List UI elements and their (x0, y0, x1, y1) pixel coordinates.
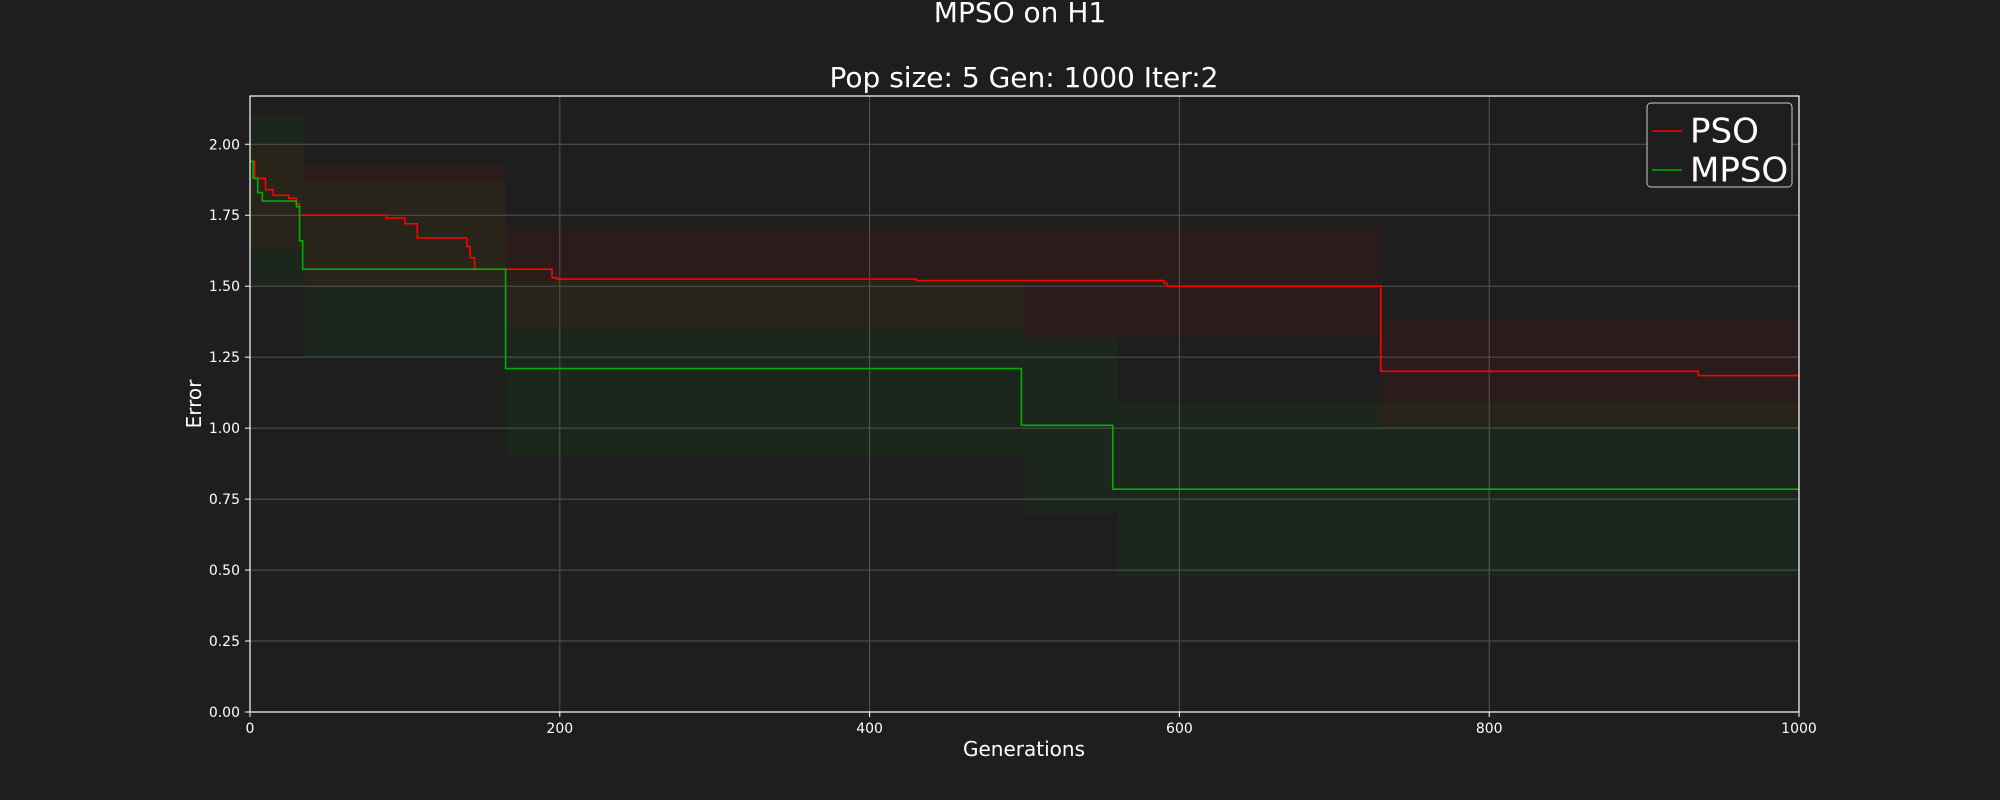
x-tick-label: 400 (856, 721, 883, 737)
band-pso (250, 144, 305, 250)
x-axis-label: Generations (963, 737, 1085, 761)
x-tick-label: 600 (1166, 721, 1193, 737)
band-pso (304, 164, 506, 287)
legend: PSO MPSO (1646, 102, 1793, 191)
y-tick-label: 2.00 (209, 137, 240, 153)
y-axis-ticks: 0.00 0.25 0.50 0.75 1.00 1.25 1.50 1.75 2.00 (209, 137, 250, 721)
y-tick-label: 1.75 (209, 208, 240, 224)
y-tick-label: 1.50 (209, 279, 240, 295)
y-tick-label: 0.25 (209, 634, 240, 650)
x-tick-label: 200 (546, 721, 573, 737)
y-tick-label: 1.25 (209, 350, 240, 366)
confidence-bands (250, 115, 1799, 576)
legend-label-mpso: MPSO (1690, 151, 1788, 191)
series-line-pso (250, 160, 1799, 377)
band-pso (1380, 320, 1799, 429)
chart-title: MPSO on H1 (934, 0, 1106, 29)
band-pso (1024, 229, 1381, 338)
legend-label-pso: PSO (1690, 112, 1759, 152)
chart-subtitle: Pop size: 5 Gen: 1000 Iter:2 (830, 61, 1219, 94)
series-lines (250, 160, 1799, 490)
x-tick-label: 1000 (1781, 721, 1817, 737)
y-tick-label: 0.75 (209, 492, 240, 508)
x-tick-label: 0 (246, 721, 255, 737)
grid (249, 96, 1800, 713)
series-line-mpso (250, 160, 1799, 490)
band-pso (505, 226, 1025, 329)
y-tick-label: 0.00 (209, 705, 240, 721)
y-axis-label: Error (182, 379, 206, 429)
plot-frame (249, 95, 1800, 713)
y-tick-label: 0.50 (209, 563, 240, 579)
y-tick-label: 1.00 (209, 421, 240, 437)
x-tick-label: 800 (1476, 721, 1503, 737)
legend-box (1646, 102, 1793, 188)
x-axis-ticks: 0 200 400 600 800 1000 (246, 712, 1817, 737)
